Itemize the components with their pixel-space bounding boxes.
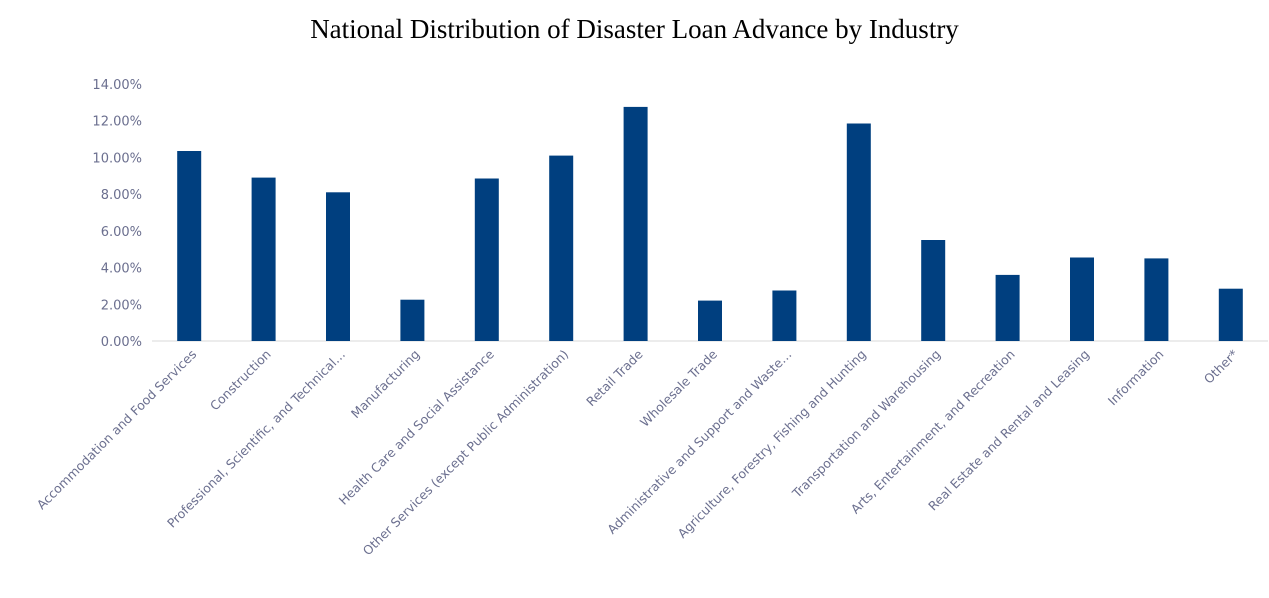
bar	[995, 274, 1020, 341]
y-tick-label: 4.00%	[101, 262, 142, 277]
bar	[251, 177, 276, 341]
bar	[400, 299, 425, 341]
y-axis: 0.00% 2.00% 4.00% 6.00% 8.00% 10.00% 12.00% 14.…	[92, 78, 142, 350]
y-tick-label: 12.00%	[92, 115, 142, 130]
bar	[1070, 257, 1094, 341]
x-category-label: Wholesale Trade	[637, 346, 720, 429]
y-tick-label: 8.00%	[101, 188, 142, 203]
chart-title: National Distribution of Disaster Loan A…	[310, 14, 959, 44]
x-category-label: Accommodation and Food Services	[34, 347, 200, 513]
bar	[921, 240, 946, 341]
bar	[326, 192, 350, 341]
bar	[772, 290, 797, 341]
bar	[623, 106, 648, 342]
x-category-label: Retail Trade	[583, 346, 646, 409]
bar	[474, 178, 499, 341]
x-axis-labels: Accommodation and Food Services Construct…	[34, 346, 1241, 558]
bar	[177, 151, 202, 341]
x-category-label: Real Estate and Rental and Leasing	[925, 347, 1092, 514]
bar	[698, 300, 722, 341]
x-category-label: Information	[1105, 347, 1167, 409]
y-tick-label: 2.00%	[101, 298, 142, 313]
bars-group	[177, 106, 1243, 342]
x-category-label: Arts, Entertainment, and Recreation	[848, 347, 1018, 517]
y-tick-label: 10.00%	[92, 151, 142, 166]
x-category-label: Transportation and Warehousing	[789, 347, 944, 502]
y-tick-label: 14.00%	[92, 78, 142, 93]
x-category-label: Health Care and Social Assistance	[336, 346, 497, 507]
x-category-label: Construction	[207, 347, 274, 414]
y-tick-label: 0.00%	[101, 335, 142, 350]
bar	[1144, 258, 1169, 341]
y-tick-label: 6.00%	[101, 225, 142, 240]
bar	[1218, 288, 1243, 341]
bar	[846, 123, 871, 341]
bar	[549, 155, 574, 341]
x-category-label: Manufacturing	[348, 347, 423, 422]
x-category-label: Other*	[1201, 347, 1241, 387]
